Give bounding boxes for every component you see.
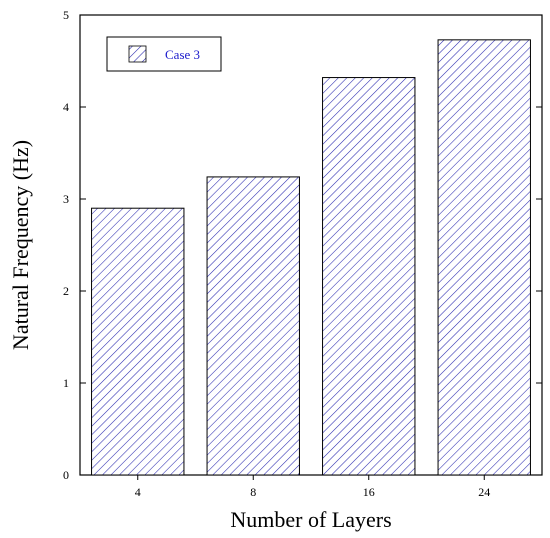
x-tick-label: 24 bbox=[478, 485, 490, 499]
x-tick-label: 4 bbox=[135, 485, 141, 499]
bar-4 bbox=[91, 207, 185, 476]
x-axis-label: Number of Layers bbox=[230, 507, 391, 532]
y-axis-label: Natural Frequency (Hz) bbox=[8, 140, 33, 350]
y-tick-label: 1 bbox=[63, 376, 69, 390]
legend: Case 3 bbox=[106, 36, 222, 72]
legend-box bbox=[106, 36, 222, 72]
y-axis-ticks: 0 1 2 3 4 5 bbox=[63, 8, 542, 482]
bar-8 bbox=[206, 176, 300, 476]
y-tick-label: 0 bbox=[63, 468, 69, 482]
bar-24 bbox=[437, 39, 531, 476]
legend-label: Case 3 bbox=[165, 47, 200, 62]
y-tick-label: 4 bbox=[63, 100, 69, 114]
bar-16 bbox=[322, 77, 416, 476]
x-axis-ticks: 4 8 16 24 bbox=[135, 475, 490, 499]
legend-swatch bbox=[128, 45, 147, 63]
y-tick-label: 5 bbox=[63, 8, 69, 22]
y-tick-label: 2 bbox=[63, 284, 69, 298]
bars-group bbox=[91, 39, 531, 476]
x-tick-label: 8 bbox=[250, 485, 256, 499]
x-tick-label: 16 bbox=[363, 485, 375, 499]
y-tick-label: 3 bbox=[63, 192, 69, 206]
